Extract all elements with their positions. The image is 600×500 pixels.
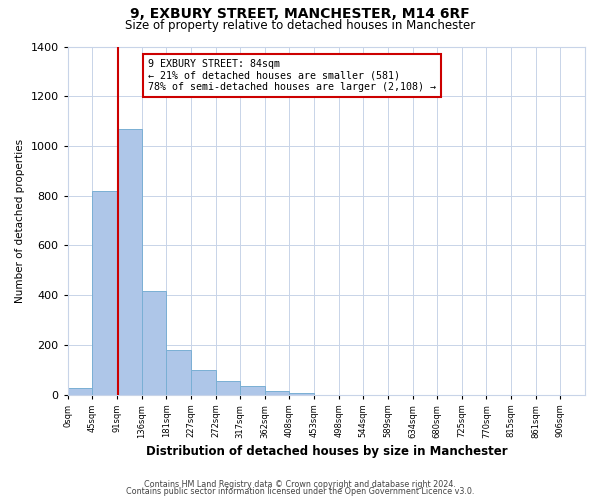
- Y-axis label: Number of detached properties: Number of detached properties: [15, 138, 25, 302]
- Bar: [68, 388, 92, 394]
- Text: Contains HM Land Registry data © Crown copyright and database right 2024.: Contains HM Land Registry data © Crown c…: [144, 480, 456, 489]
- Text: Size of property relative to detached houses in Manchester: Size of property relative to detached ho…: [125, 18, 475, 32]
- Bar: [92, 190, 117, 394]
- Bar: [191, 370, 215, 394]
- Text: Contains public sector information licensed under the Open Government Licence v3: Contains public sector information licen…: [126, 488, 474, 496]
- Text: 9, EXBURY STREET, MANCHESTER, M14 6RF: 9, EXBURY STREET, MANCHESTER, M14 6RF: [130, 8, 470, 22]
- X-axis label: Distribution of detached houses by size in Manchester: Distribution of detached houses by size …: [146, 444, 507, 458]
- Bar: [265, 391, 289, 394]
- Bar: [142, 292, 166, 395]
- Bar: [166, 350, 191, 395]
- Bar: [117, 128, 142, 394]
- Text: 9 EXBURY STREET: 84sqm
← 21% of detached houses are smaller (581)
78% of semi-de: 9 EXBURY STREET: 84sqm ← 21% of detached…: [148, 58, 436, 92]
- Bar: [215, 381, 240, 394]
- Bar: [240, 386, 265, 394]
